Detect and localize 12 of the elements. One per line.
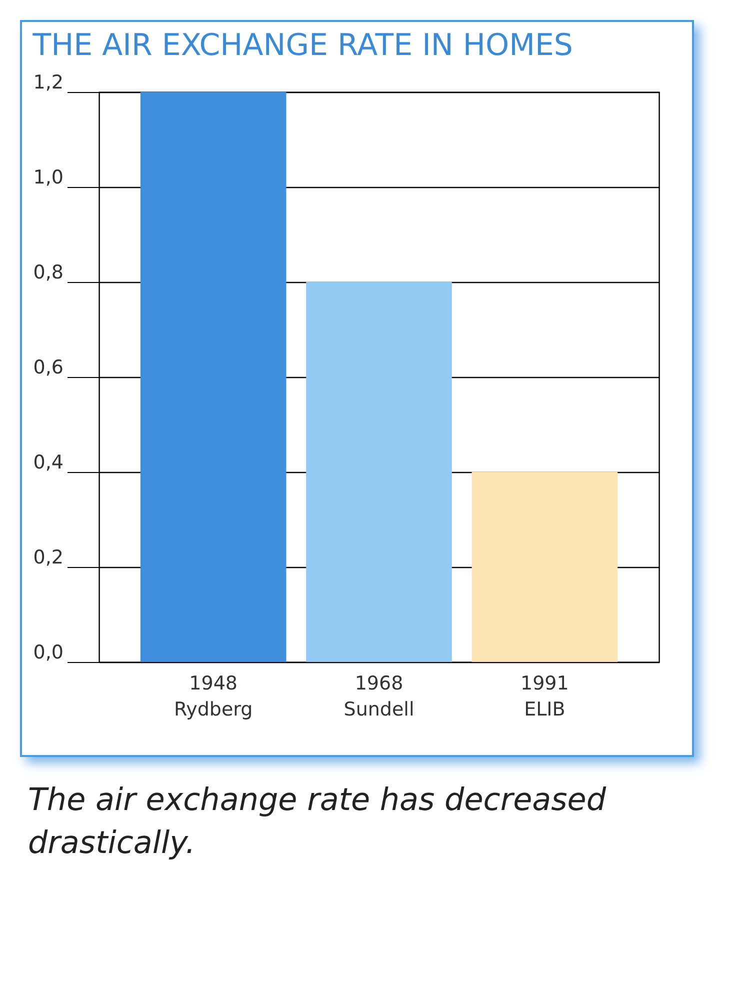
y-tick-label: 1,0 [33, 166, 64, 188]
x-tick-label: 1948 Rydberg [174, 672, 253, 720]
chart-title: THE AIR EXCHANGE RATE IN HOMES [32, 28, 573, 63]
y-tick-label: 0,6 [33, 356, 64, 378]
y-tick-label: 0,4 [33, 452, 64, 474]
y-tick-label: 0,0 [33, 642, 64, 664]
y-tick-label: 0,2 [33, 546, 64, 568]
y-tick-label: 0,8 [33, 262, 64, 284]
y-tick-label: 1,2 [33, 72, 64, 94]
x-tick-label: 1991 ELIB [520, 672, 569, 720]
x-tick-label: 1968 Sundell [344, 672, 414, 720]
text: The air exchange rate has decreased drastically. [28, 781, 608, 864]
